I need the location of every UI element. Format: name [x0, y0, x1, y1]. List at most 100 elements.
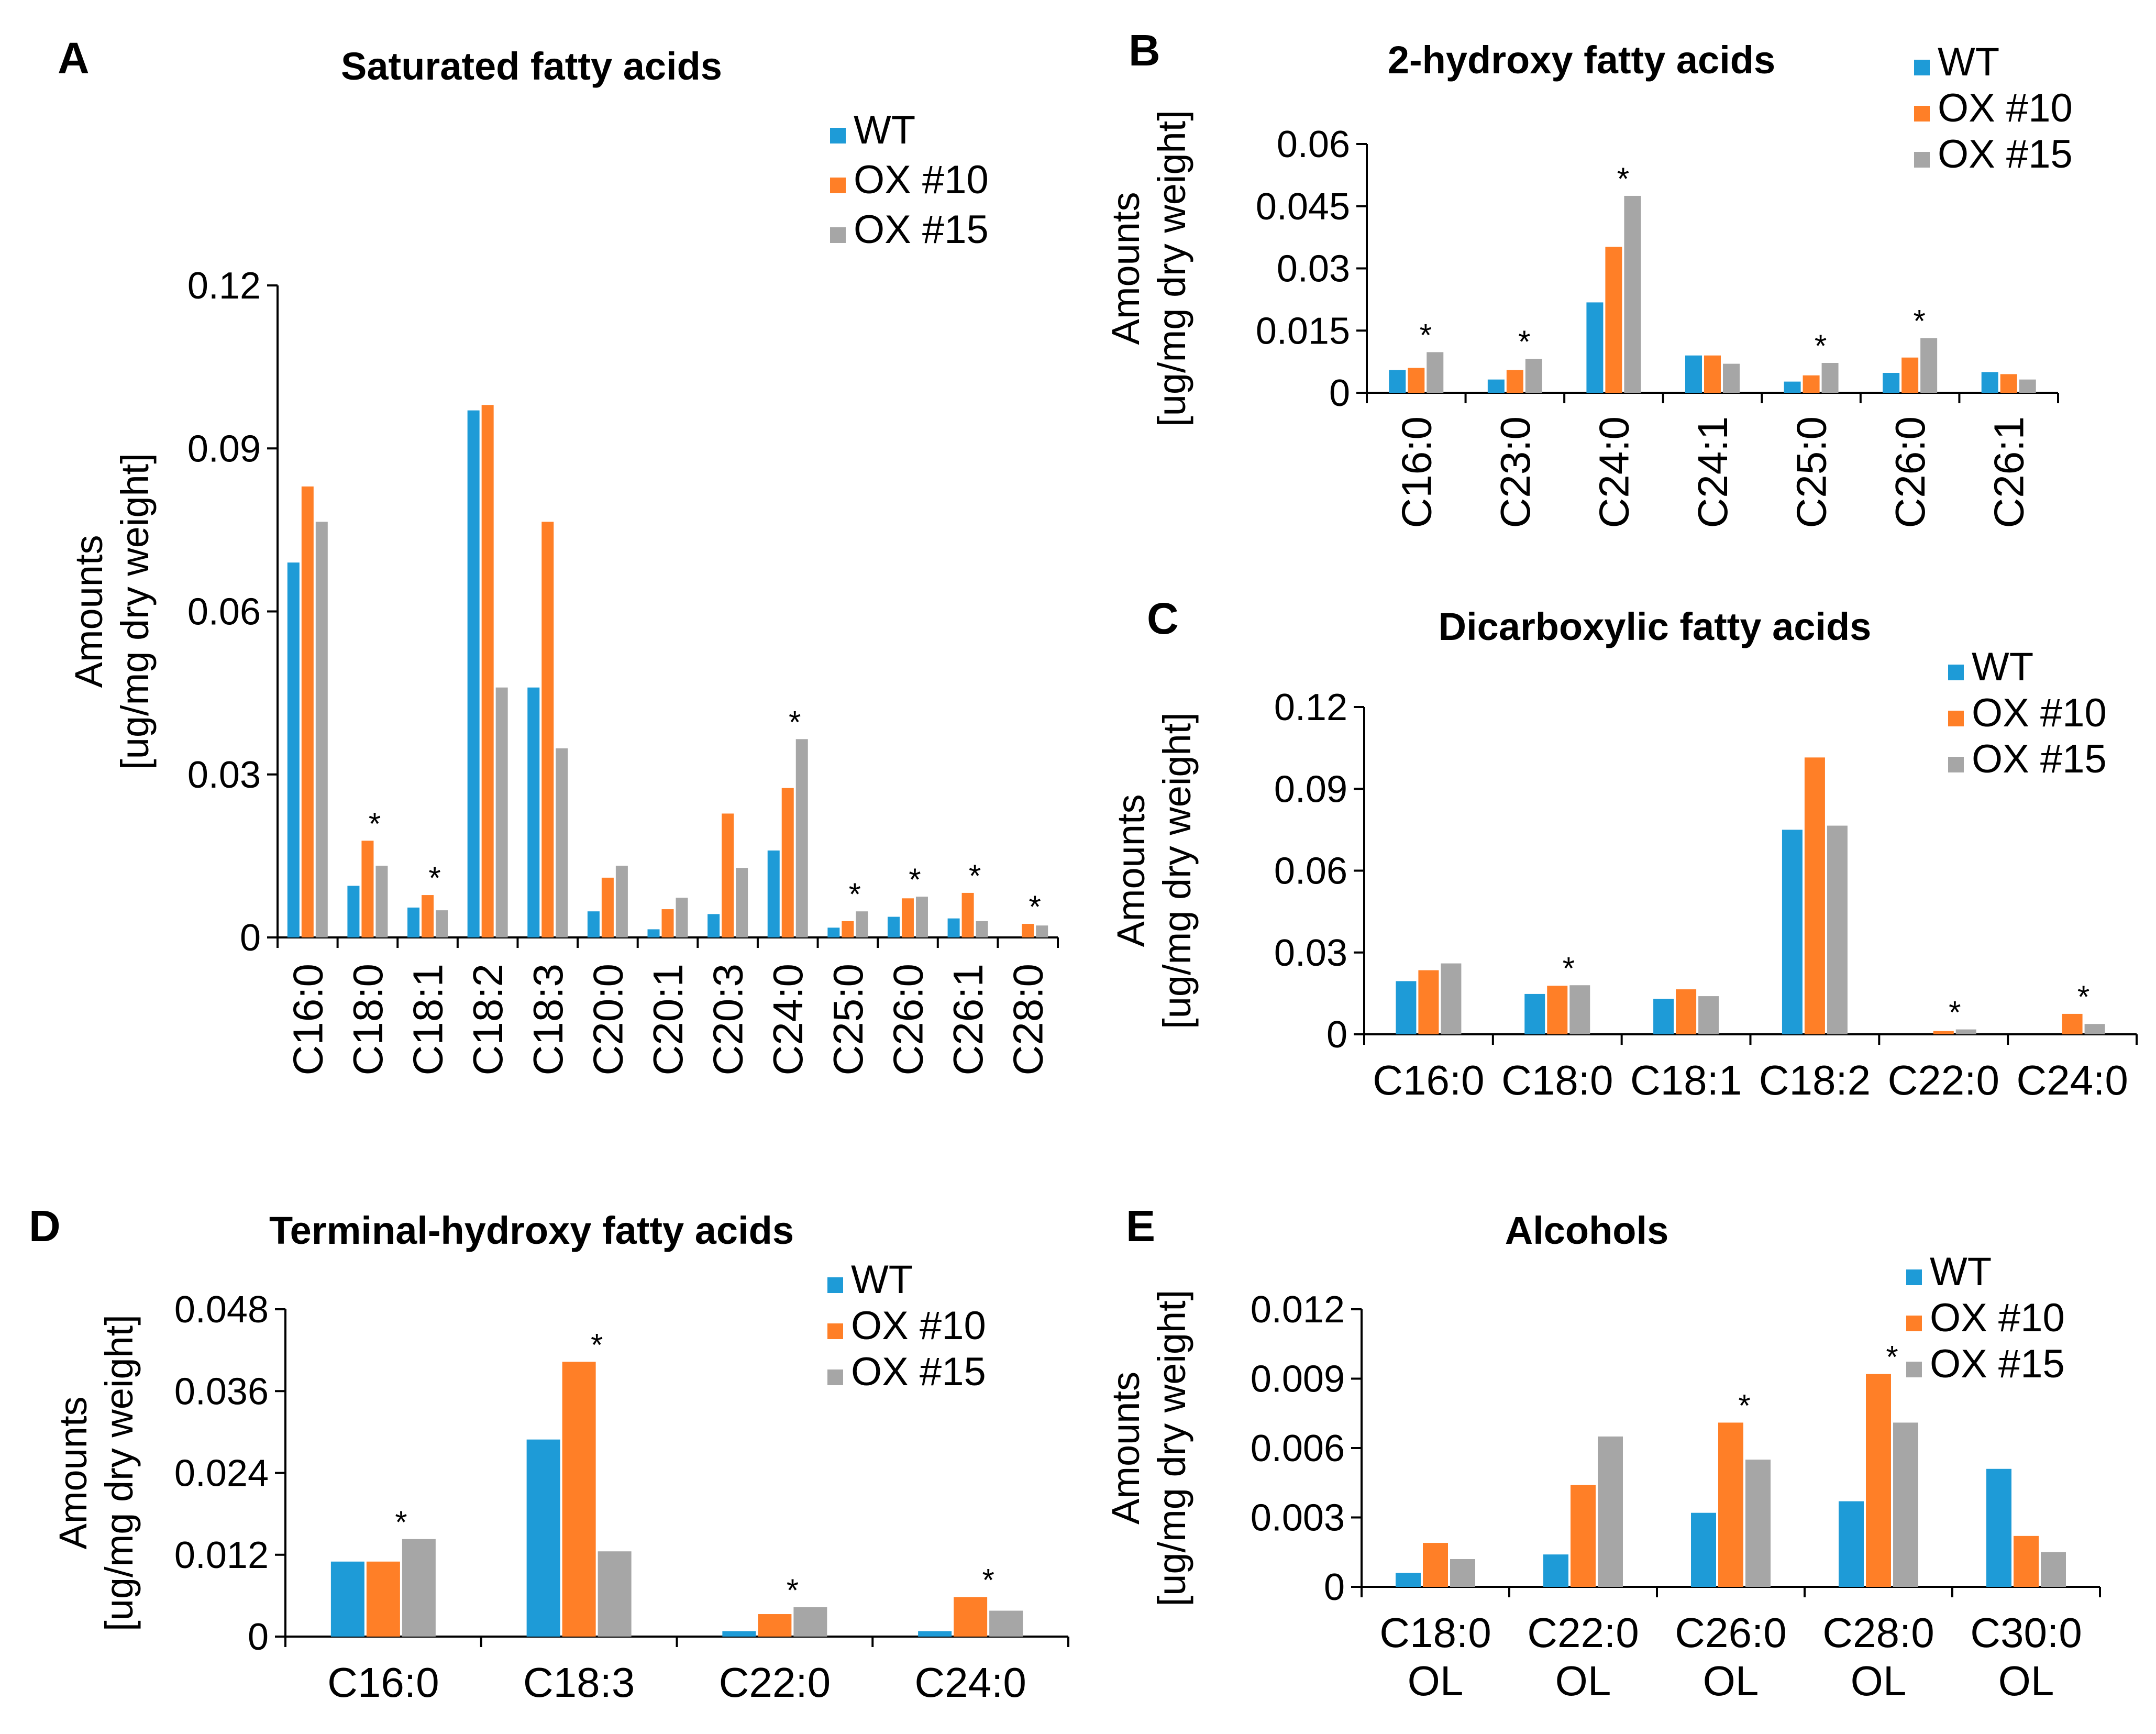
bar-wt [1543, 1554, 1568, 1587]
bar-ox15 [856, 911, 868, 937]
legend-label: OX #10 [1930, 1296, 2065, 1340]
significance-star: * [1738, 1388, 1750, 1423]
bar-ox15 [976, 921, 988, 937]
bar-ox10 [1804, 757, 1825, 1034]
bar-wt [722, 1631, 756, 1637]
bar-ox15 [1525, 359, 1542, 393]
chart-title: Alcohols [1505, 1209, 1668, 1252]
legend-label: OX #15 [851, 1350, 986, 1394]
legend-label: OX #15 [1930, 1342, 2065, 1386]
y-tick-label: 0.09 [187, 428, 261, 470]
bar-ox15 [615, 866, 628, 937]
y-tick-label: 0.09 [1274, 768, 1347, 810]
legend-label: OX #10 [1972, 691, 2107, 735]
x-category-label: C26:1 [945, 964, 991, 1075]
legend-label: OX #10 [854, 158, 989, 202]
x-category-label: C24:0 [1590, 416, 1637, 528]
x-category-label: C16:0 [1373, 1057, 1484, 1103]
y-tick-label: 0.036 [174, 1371, 269, 1412]
legend-label: OX #10 [851, 1304, 986, 1348]
significance-star: * [369, 806, 381, 841]
bar-ox10 [954, 1597, 988, 1637]
legend-swatch [830, 178, 846, 193]
x-category-label: C18:1 [405, 964, 451, 1075]
legend-label: WT [854, 108, 915, 152]
bar-wt [947, 918, 960, 937]
significance-star: * [1886, 1340, 1898, 1375]
y-tick-label: 0.12 [187, 265, 261, 307]
bar-wt [1685, 355, 1702, 393]
bar-ox15 [1569, 985, 1590, 1034]
y-tick-label: 0.048 [174, 1289, 269, 1331]
x-category-label: C18:3 [525, 964, 571, 1075]
y-tick-label: 0 [1326, 1014, 1347, 1056]
bar-wt [587, 911, 600, 937]
bar-ox10 [1901, 357, 1919, 393]
bar-wt [1524, 993, 1545, 1034]
bar-ox15 [556, 748, 568, 937]
y-axis-label: Amounts[ug/mg dry weight] [67, 453, 157, 770]
significance-star: * [849, 877, 861, 912]
x-category-label: C20:1 [645, 964, 691, 1075]
panel-letter-c: C [1147, 594, 1179, 643]
significance-star: * [428, 860, 440, 896]
bar-ox10 [2000, 374, 2017, 393]
x-category-label: C16:0 [327, 1659, 439, 1706]
x-category-label: C22:0 [1888, 1057, 1999, 1103]
legend-label: WT [1930, 1250, 1992, 1294]
y-tick-label: 0.045 [1256, 186, 1350, 228]
significance-star: * [787, 1573, 799, 1608]
bar-wt [287, 562, 300, 937]
bar-wt [1981, 372, 1998, 393]
x-category-label: C26:0 [884, 964, 931, 1075]
x-category-label: C24:1 [1689, 416, 1736, 528]
bar-ox10 [2014, 1536, 2039, 1587]
bar-ox15 [795, 739, 808, 937]
bar-ox15 [436, 910, 448, 937]
y-tick-label: 0.06 [1274, 851, 1347, 892]
bar-ox10 [1571, 1485, 1596, 1587]
panel-letter-a: A [58, 34, 90, 83]
bar-ox15 [1036, 925, 1048, 937]
bar-wt [647, 929, 660, 937]
bar-wt [1839, 1501, 1864, 1587]
significance-star: * [909, 862, 921, 897]
legend-label: OX #15 [854, 207, 989, 252]
y-tick-label: 0.006 [1251, 1428, 1345, 1470]
bar-ox10 [722, 813, 734, 937]
bar-ox15 [736, 868, 748, 937]
legend-label: OX #15 [1972, 737, 2107, 781]
y-tick-label: 0.03 [1274, 932, 1347, 974]
legend-swatch [1914, 106, 1930, 122]
x-category-label: C18:0 [345, 964, 391, 1075]
bar-ox15 [1920, 338, 1938, 393]
bar-ox10 [562, 1362, 596, 1637]
x-category-label: C25:0 [1788, 416, 1835, 528]
y-axis-label: Amounts[ug/mg dry weight] [1109, 712, 1199, 1029]
panel-e-alcohols: E Alcohols 0 0.003 0.006 0.009 0.012 C18:0 OL C… [1104, 1201, 2101, 1704]
legend-swatch [1948, 665, 1964, 680]
significance-star: * [1420, 317, 1432, 352]
bar-wt [767, 851, 780, 937]
significance-star: * [1949, 995, 1961, 1030]
panel-d-terminal-hydroxy-fatty-acids: D Terminal-hydroxy fatty acids 0 0.012 0.0… [29, 1201, 1069, 1706]
y-tick-label: 0.003 [1251, 1497, 1345, 1539]
bar-wt [918, 1631, 952, 1637]
legend-swatch [830, 128, 846, 143]
bar-ox10 [1408, 368, 1425, 393]
bar-wt [1389, 370, 1406, 393]
bar-ox15 [2019, 379, 2036, 393]
chart-title: Saturated fatty acids [341, 45, 722, 88]
bar-wt [1396, 1573, 1421, 1587]
legend-swatch [827, 1369, 843, 1385]
bar-ox15 [1598, 1436, 1623, 1587]
legend-swatch [1906, 1362, 1922, 1377]
y-tick-label: 0 [1329, 372, 1350, 414]
legend-swatch [1906, 1316, 1922, 1331]
significance-star: * [969, 858, 981, 893]
bar-wt [467, 410, 480, 937]
y-tick-label: 0.024 [174, 1453, 269, 1495]
bar-ox10 [842, 921, 854, 937]
y-tick-label: 0 [248, 1616, 269, 1658]
